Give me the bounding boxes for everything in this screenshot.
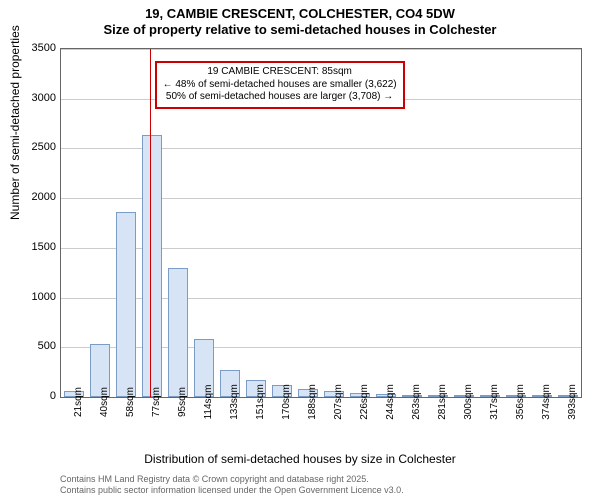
- gridline: [61, 248, 581, 249]
- gridline: [61, 49, 581, 50]
- bar: [142, 135, 162, 397]
- x-tick-label: 300sqm: [463, 384, 474, 420]
- y-tick-label: 2000: [18, 191, 56, 203]
- x-tick-label: 317sqm: [489, 384, 500, 420]
- x-tick-label: 95sqm: [177, 387, 188, 417]
- x-tick-label: 188sqm: [307, 384, 318, 420]
- x-tick-label: 356sqm: [515, 384, 526, 420]
- x-tick-label: 393sqm: [567, 384, 578, 420]
- x-tick-label: 77sqm: [151, 387, 162, 417]
- credits-block: Contains HM Land Registry data © Crown c…: [60, 474, 404, 496]
- chart-container: 19, CAMBIE CRESCENT, COLCHESTER, CO4 5DW…: [0, 0, 600, 500]
- y-tick-label: 1500: [18, 241, 56, 253]
- plot-area: 19 CAMBIE CRESCENT: 85sqm ← 48% of semi-…: [60, 48, 582, 398]
- y-tick-label: 500: [18, 340, 56, 352]
- x-tick-label: 281sqm: [437, 384, 448, 420]
- credits-line1: Contains HM Land Registry data © Crown c…: [60, 474, 404, 485]
- annotation-line3: 50% of semi-detached houses are larger (…: [163, 91, 397, 104]
- x-tick-label: 114sqm: [203, 385, 214, 420]
- gridline: [61, 347, 581, 348]
- x-tick-label: 263sqm: [411, 384, 422, 420]
- annotation-line2: ← 48% of semi-detached houses are smalle…: [163, 79, 397, 92]
- x-tick-label: 374sqm: [541, 384, 552, 420]
- credits-line2: Contains public sector information licen…: [60, 485, 404, 496]
- y-tick-label: 0: [18, 390, 56, 402]
- annotation-box: 19 CAMBIE CRESCENT: 85sqm ← 48% of semi-…: [155, 61, 405, 109]
- x-axis-label: Distribution of semi-detached houses by …: [0, 452, 600, 466]
- y-tick-label: 1000: [18, 291, 56, 303]
- x-tick-label: 244sqm: [385, 384, 396, 420]
- bar: [116, 212, 136, 397]
- x-tick-label: 58sqm: [125, 387, 136, 417]
- reference-line: [150, 49, 151, 397]
- title-block: 19, CAMBIE CRESCENT, COLCHESTER, CO4 5DW…: [0, 0, 600, 37]
- y-tick-label: 3500: [18, 42, 56, 54]
- gridline: [61, 298, 581, 299]
- x-tick-label: 133sqm: [229, 384, 240, 420]
- y-tick-label: 3000: [18, 92, 56, 104]
- bar: [168, 268, 188, 397]
- x-tick-label: 207sqm: [333, 384, 344, 420]
- x-tick-label: 40sqm: [99, 387, 110, 417]
- chart-title-line1: 19, CAMBIE CRESCENT, COLCHESTER, CO4 5DW: [0, 6, 600, 21]
- gridline: [61, 198, 581, 199]
- chart-title-line2: Size of property relative to semi-detach…: [0, 22, 600, 37]
- x-tick-label: 21sqm: [73, 387, 84, 417]
- annotation-line1: 19 CAMBIE CRESCENT: 85sqm: [163, 66, 397, 79]
- x-tick-label: 151sqm: [255, 384, 266, 420]
- x-tick-label: 226sqm: [359, 384, 370, 420]
- x-tick-label: 170sqm: [281, 384, 292, 420]
- y-tick-label: 2500: [18, 141, 56, 153]
- gridline: [61, 148, 581, 149]
